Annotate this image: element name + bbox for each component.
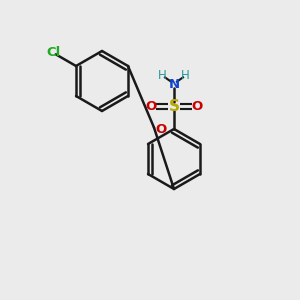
Text: O: O: [192, 100, 203, 113]
Text: H: H: [158, 69, 167, 82]
Text: Cl: Cl: [46, 46, 60, 59]
Text: S: S: [169, 99, 179, 114]
Text: O: O: [156, 123, 167, 136]
Text: H: H: [181, 69, 190, 82]
Text: N: N: [168, 77, 180, 91]
Text: O: O: [145, 100, 156, 113]
